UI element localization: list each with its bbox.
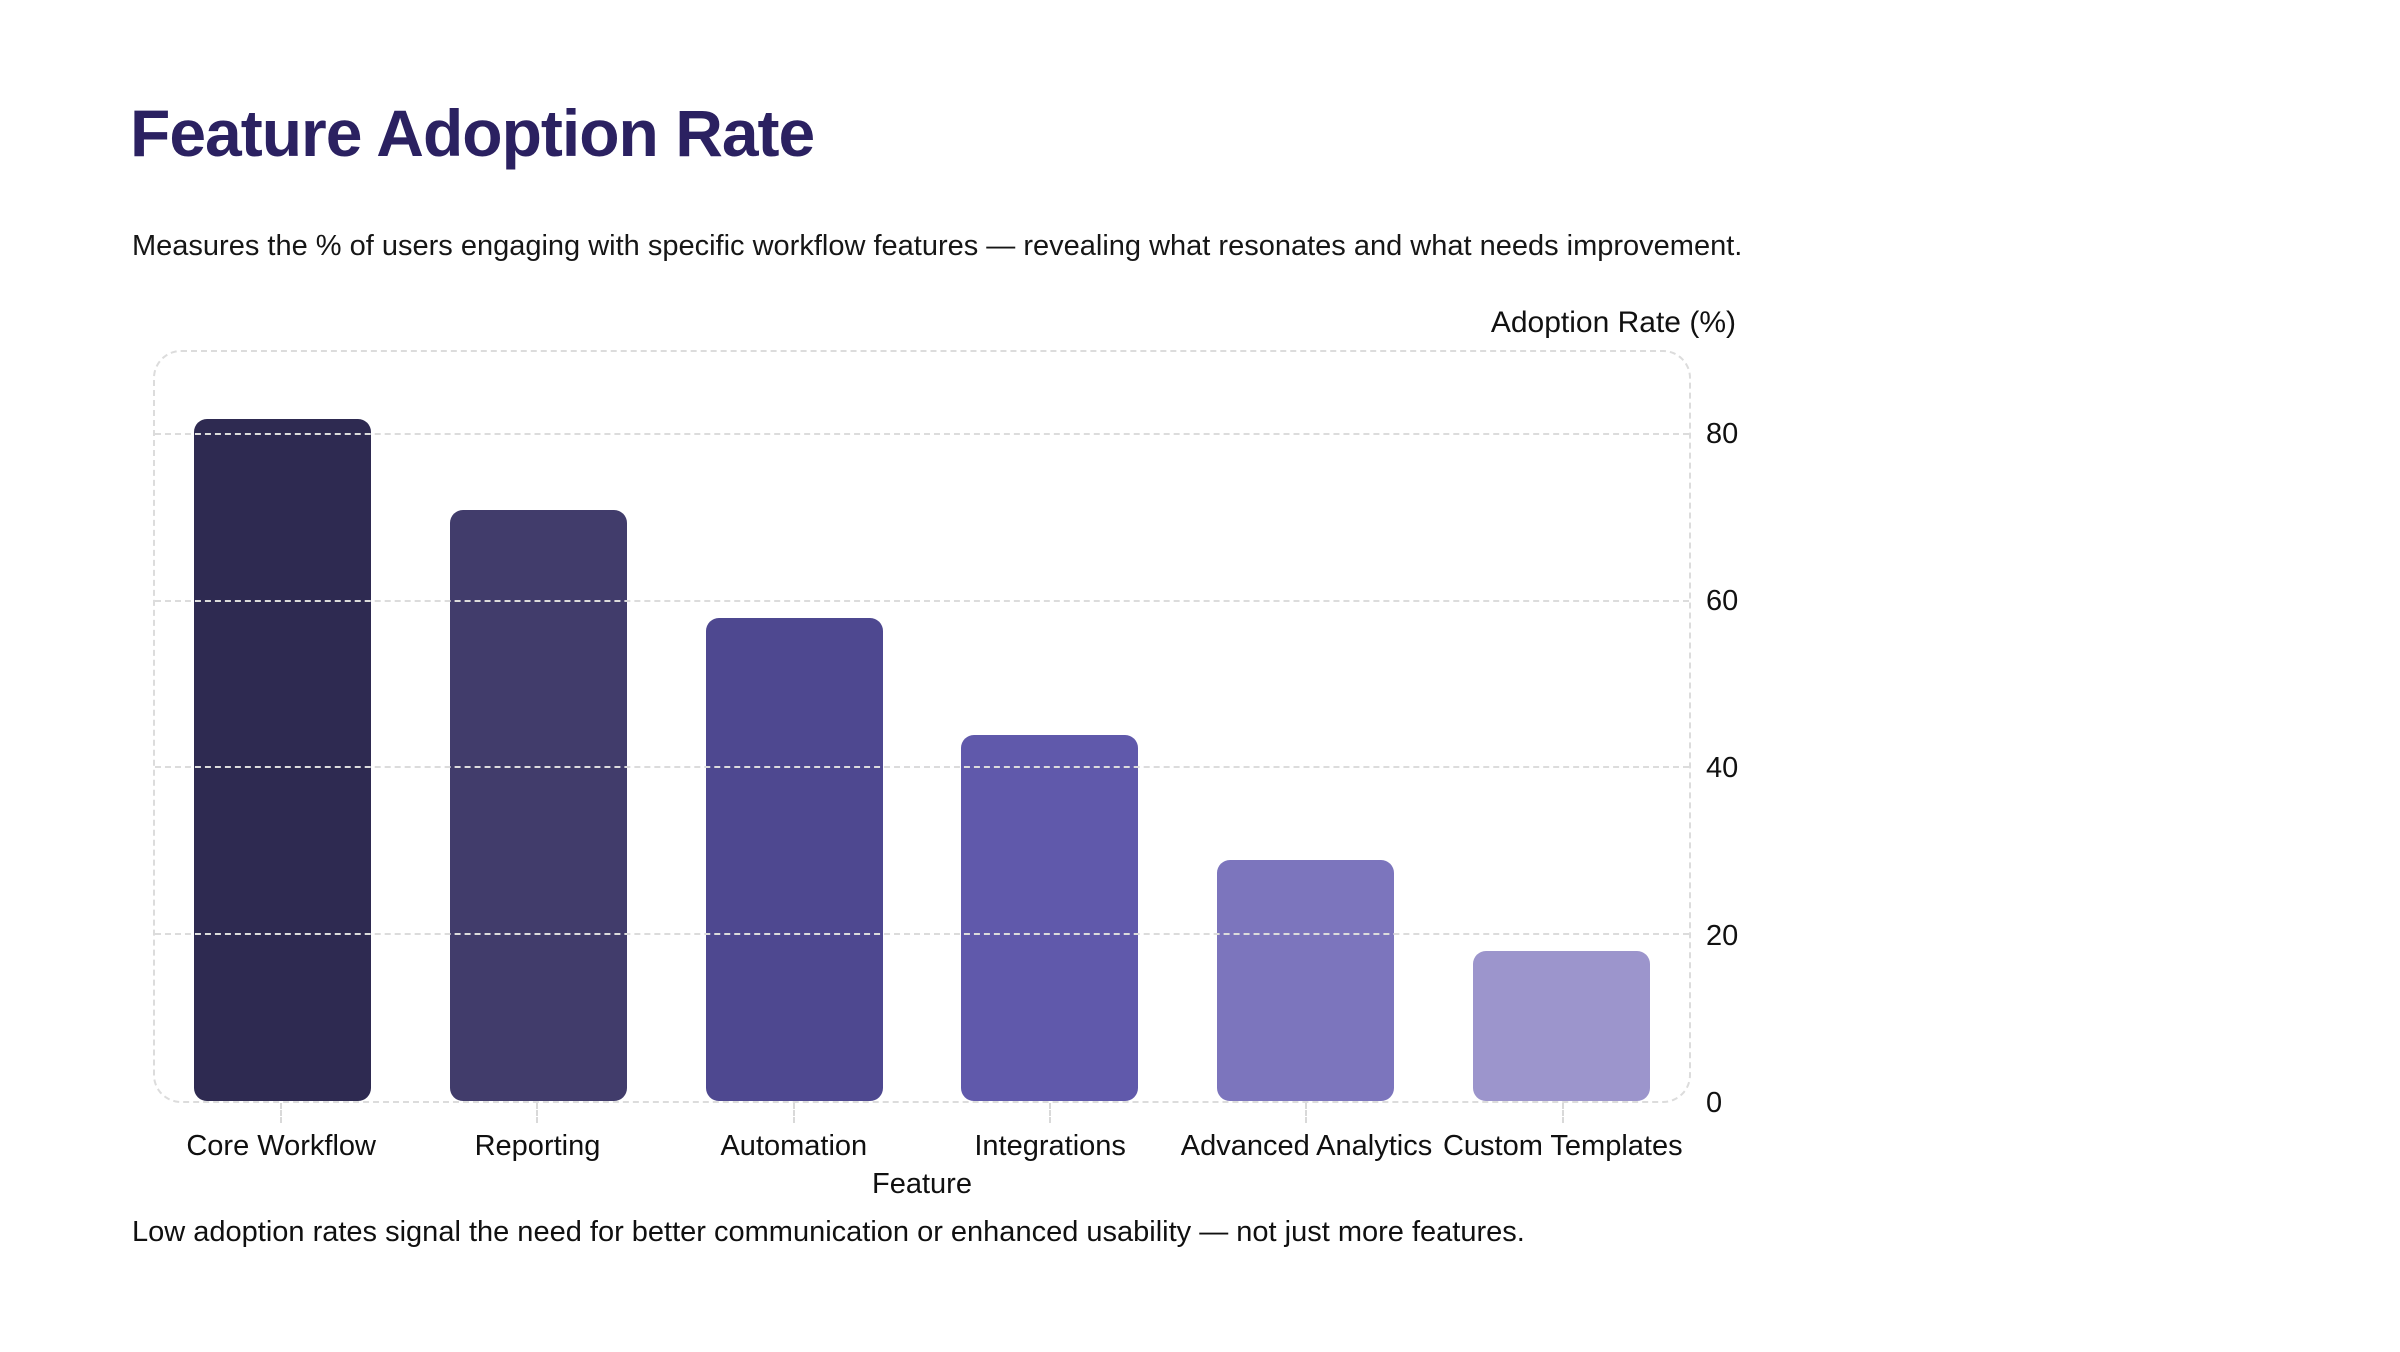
x-slot-reporting: Reporting: [409, 1103, 665, 1163]
x-tickmark-advanced-analytics: [1305, 1103, 1308, 1123]
gridline-20: [155, 932, 1689, 935]
x-tickmark-automation: [792, 1103, 795, 1123]
x-tick-label-advanced-analytics: Advanced Analytics: [1180, 1130, 1433, 1162]
bar-advanced-analytics: [1217, 859, 1395, 1101]
gridline-40: [155, 766, 1689, 769]
page-title: Feature Adoption Rate: [130, 96, 815, 170]
bar-slot-integrations: [922, 352, 1178, 1101]
x-tickmark-reporting: [536, 1103, 539, 1123]
bar-custom-templates: [1472, 951, 1650, 1101]
bar-slot-core-workflow: [155, 352, 411, 1101]
x-slot-automation: Automation: [666, 1103, 922, 1163]
page-subtitle: Measures the % of users engaging with sp…: [132, 230, 1743, 262]
bar-slot-automation: [666, 352, 922, 1101]
y-axis-title: Adoption Rate (%): [1490, 306, 1736, 339]
bar-reporting: [450, 510, 627, 1101]
x-slot-custom-templates: Custom Templates: [1435, 1103, 1691, 1163]
x-tick-label-core-workflow: Core Workflow: [186, 1130, 376, 1162]
gridline-60: [155, 599, 1689, 602]
x-tick-label-custom-templates: Custom Templates: [1442, 1130, 1683, 1162]
bars-row: [155, 352, 1689, 1101]
bar-slot-custom-templates: [1433, 352, 1689, 1101]
y-tick-label-20: 20: [1706, 919, 1739, 952]
y-tick-label-60: 60: [1706, 585, 1739, 617]
x-tickmark-custom-templates: [1561, 1103, 1564, 1123]
footer-note: Low adoption rates signal the need for b…: [132, 1216, 1525, 1248]
x-tick-label-reporting: Reporting: [474, 1130, 601, 1162]
x-axis-title: Feature: [872, 1168, 972, 1200]
y-tick-label-40: 40: [1706, 752, 1739, 785]
y-tick-label-0: 0: [1706, 1087, 1723, 1119]
x-slot-core-workflow: Core Workflow: [153, 1103, 409, 1163]
bar-slot-reporting: [411, 352, 667, 1101]
plot-area: [153, 350, 1691, 1103]
x-slot-advanced-analytics: Advanced Analytics: [1178, 1103, 1434, 1163]
bar-integrations: [961, 734, 1139, 1101]
x-axis-labels: Core Workflow Reporting Automation Integrat…: [153, 1103, 1691, 1163]
bar-core-workflow: [194, 418, 372, 1101]
x-tickmark-core-workflow: [280, 1103, 283, 1123]
x-tick-label-automation: Automation: [720, 1130, 868, 1162]
x-tickmark-integrations: [1049, 1103, 1052, 1123]
x-tick-label-integrations: Integrations: [974, 1130, 1126, 1162]
y-tick-label-80: 80: [1706, 417, 1739, 450]
bar-automation: [705, 618, 883, 1101]
x-slot-integrations: Integrations: [922, 1103, 1178, 1163]
bar-slot-advanced-analytics: [1178, 352, 1434, 1101]
gridline-80: [155, 433, 1689, 436]
